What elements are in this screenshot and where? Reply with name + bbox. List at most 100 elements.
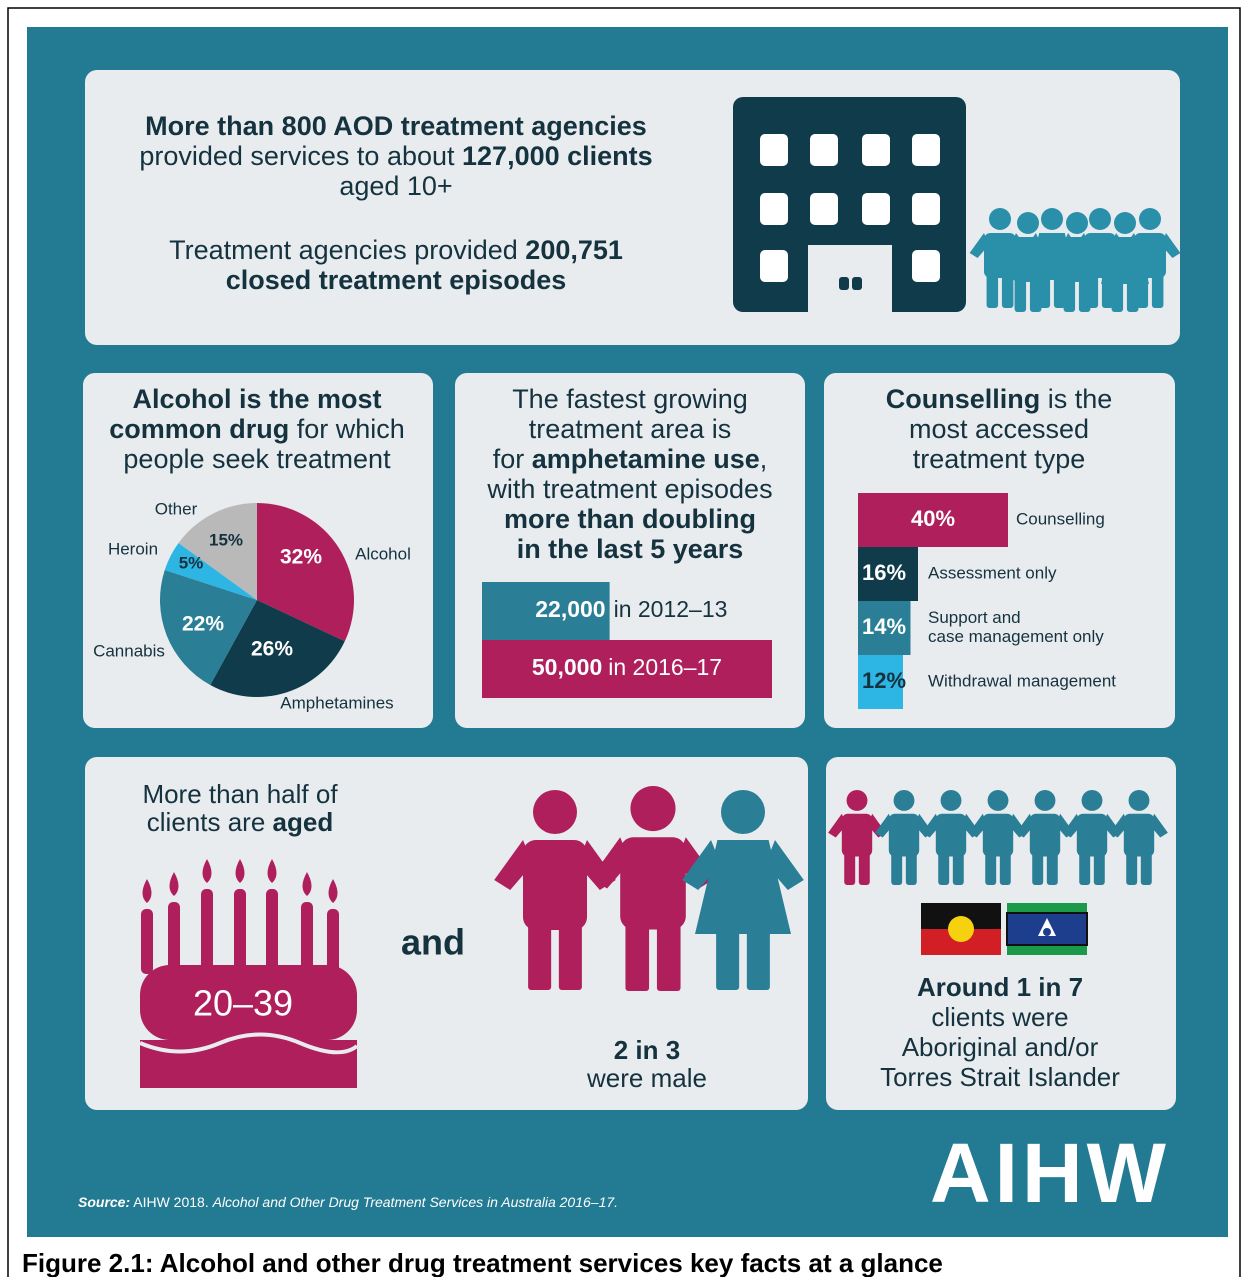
head [1139,208,1161,230]
leg [1112,272,1124,312]
chart-title-part: common drug [109,414,289,444]
chart-title-part: most accessed [909,414,1089,444]
connector: and [401,922,465,963]
indigenous-text-part: Aboriginal and/or [902,1032,1099,1062]
chart-title-part: more than doubling [504,504,756,534]
bar-label-part: 50,000 [532,654,602,680]
category-label: Cannabis [93,641,165,660]
head [1041,208,1063,230]
leg [1039,268,1051,308]
building-icon [733,97,966,312]
bar-category-label: Withdrawal management [928,671,1116,690]
indigenous-text-part: Around 1 in 7 [917,972,1083,1002]
agencies-text: More than 800 AOD treatment agencies [145,111,647,141]
source: Source: AIHW 2018. Alcohol and Other Dru… [78,1194,618,1210]
candle [234,889,246,974]
indigenous-text: Aboriginal and/or [902,1032,1099,1062]
stat: 2 in 3 [614,1035,680,1065]
chart-title: most accessed [909,414,1089,444]
chart-title-part: Counselling [886,384,1041,414]
cake-base [140,1040,357,1088]
agencies-text: aged 10+ [339,171,452,201]
cake-label: 20–39 [193,983,293,1024]
chart-title-part: amphetamine use [532,444,760,474]
slice-label: 22% [182,613,224,636]
head [721,790,765,834]
chart-title: Counselling is the [886,384,1113,414]
age-text-part: More than half of [142,779,338,809]
leg [987,268,999,308]
agencies-text-part: closed treatment episodes [226,265,567,295]
agencies-text-part: provided services to about [139,141,462,171]
age-text-part: aged [273,807,334,837]
chart-title-part: The fastest growing [512,384,748,414]
head [1129,790,1150,811]
head [1017,212,1039,234]
agencies-text: closed treatment episodes [226,265,567,295]
bar-category-line: Support and [928,608,1021,627]
indigenous-text: Torres Strait Islander [880,1062,1120,1092]
leg [1002,268,1014,308]
source-part: AIHW 2018. [130,1194,212,1210]
leg [1137,268,1149,308]
bar-value-label: 12% [862,668,906,693]
leg [747,910,770,990]
bar-label: 50,000in 2016–17 [532,654,722,680]
leg [1064,272,1076,312]
indigenous-text: clients were [931,1002,1068,1032]
chart-title-part: treatment area is [529,414,732,444]
leg [1015,272,1027,312]
category-label: Amphetamines [280,693,393,712]
chart-title: treatment type [913,444,1086,474]
infographic: More than 800 AOD treatment agenciesprov… [0,0,1245,1277]
bar-category-label: Counselling [1016,509,1105,528]
leg [1094,847,1105,885]
chart-title-part: in the last 5 years [517,534,744,564]
agencies-text-part: More than 800 AOD treatment agencies [145,111,647,141]
slice-label: 32% [280,546,322,569]
chart-title: The fastest growing [512,384,748,414]
bar-label-part: in 2016–17 [608,654,722,680]
agencies-text-part: aged 10+ [339,171,452,201]
candle [301,902,313,974]
flag-aboriginal [921,903,1001,955]
head [847,790,868,811]
agencies-text-part: Treatment agencies provided [169,235,525,265]
logo: AIHW [930,1126,1170,1220]
slice-label: 26% [251,638,293,661]
chart-title-part: people seek treatment [123,444,391,474]
leg [1032,847,1043,885]
leg [1152,268,1164,308]
agencies-text-part: 127,000 clients [462,141,653,171]
slice-label: 15% [209,530,243,549]
category-label: Heroin [108,539,158,558]
head [1066,212,1088,234]
head [533,790,577,834]
leg [1141,847,1152,885]
chart-title: for amphetamine use, [493,444,768,474]
bar-category-label: Assessment only [928,563,1057,582]
indigenous-text-part: clients were [931,1002,1068,1032]
chart-title-part: for which [289,414,405,444]
leg [1079,847,1090,885]
chart-title: treatment area is [529,414,732,444]
candle [201,889,213,974]
leg [1087,268,1099,308]
indigenous-text: Around 1 in 7 [917,972,1083,1002]
head [988,790,1009,811]
slice-label: 5% [179,553,204,572]
chart-title-part: is the [1040,384,1112,414]
age-text: clients are aged [147,807,333,837]
category-label: Alcohol [355,544,411,563]
caption: Figure 2.1: Alcohol and other drug treat… [22,1248,943,1277]
candle [168,902,180,974]
agencies-text: provided services to about 127,000 clien… [139,141,652,171]
leg [1126,847,1137,885]
chart-title: more than doubling [504,504,756,534]
head [1035,790,1056,811]
source-part: Alcohol and Other Drug Treatment Service… [212,1194,618,1210]
chart-title: Alcohol is the most [132,384,381,414]
bar-value-label: 22,000 [535,596,605,622]
category-label: Other [155,499,198,518]
leg [559,910,582,990]
